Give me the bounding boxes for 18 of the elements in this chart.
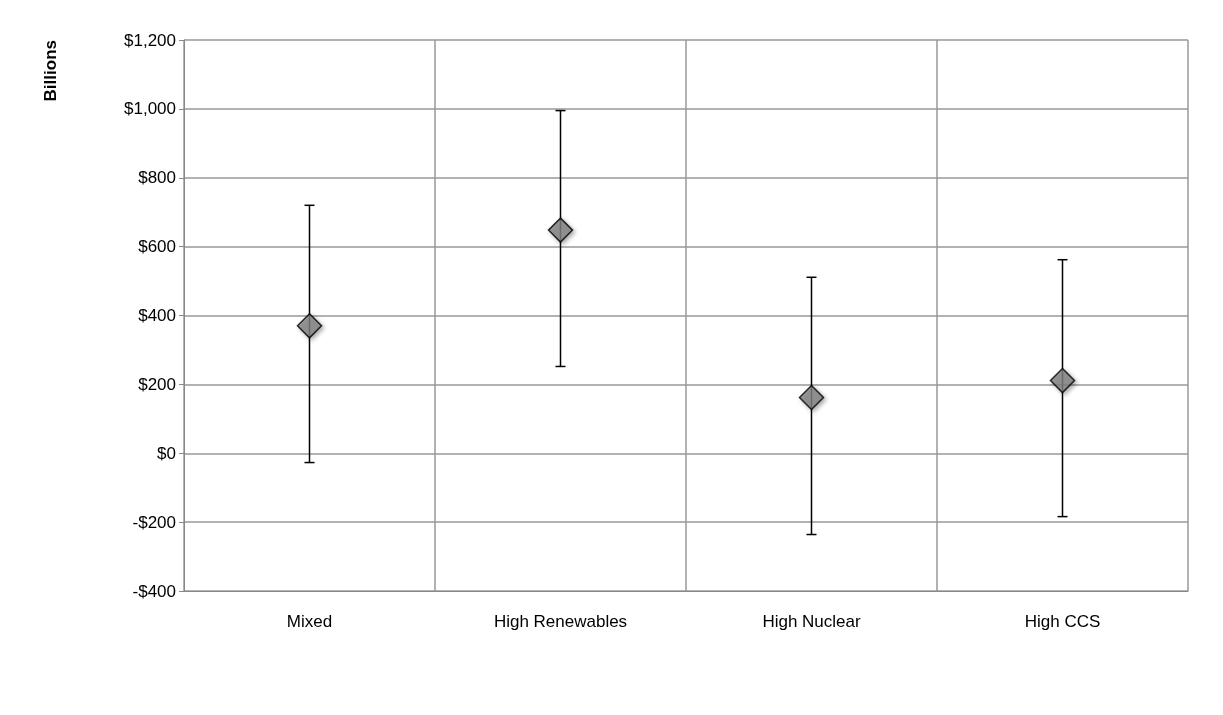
point: [296, 313, 323, 339]
x-tick-label: High CCS: [1024, 612, 1101, 631]
y-tick-label: $1,000: [124, 99, 176, 119]
point: [547, 217, 574, 243]
y-tick-label: $600: [138, 237, 176, 257]
y-tick-label: $1,200: [124, 30, 176, 50]
y-tick-label: -$400: [132, 581, 176, 601]
point: [798, 384, 825, 411]
x-tick-label: High Renewables: [493, 612, 628, 631]
y-tick-label: $0: [157, 443, 176, 463]
y-tick-label: $800: [138, 168, 176, 188]
y-tick-label: $200: [138, 374, 176, 394]
y-tick-label: $400: [138, 306, 176, 325]
y-tick-label: -$200: [132, 512, 176, 532]
y-axis-title: Billions: [41, 40, 60, 102]
x-tick-label: High Nuclear: [762, 612, 861, 631]
point: [1049, 367, 1076, 394]
x-tick-label: Mixed: [286, 612, 333, 631]
